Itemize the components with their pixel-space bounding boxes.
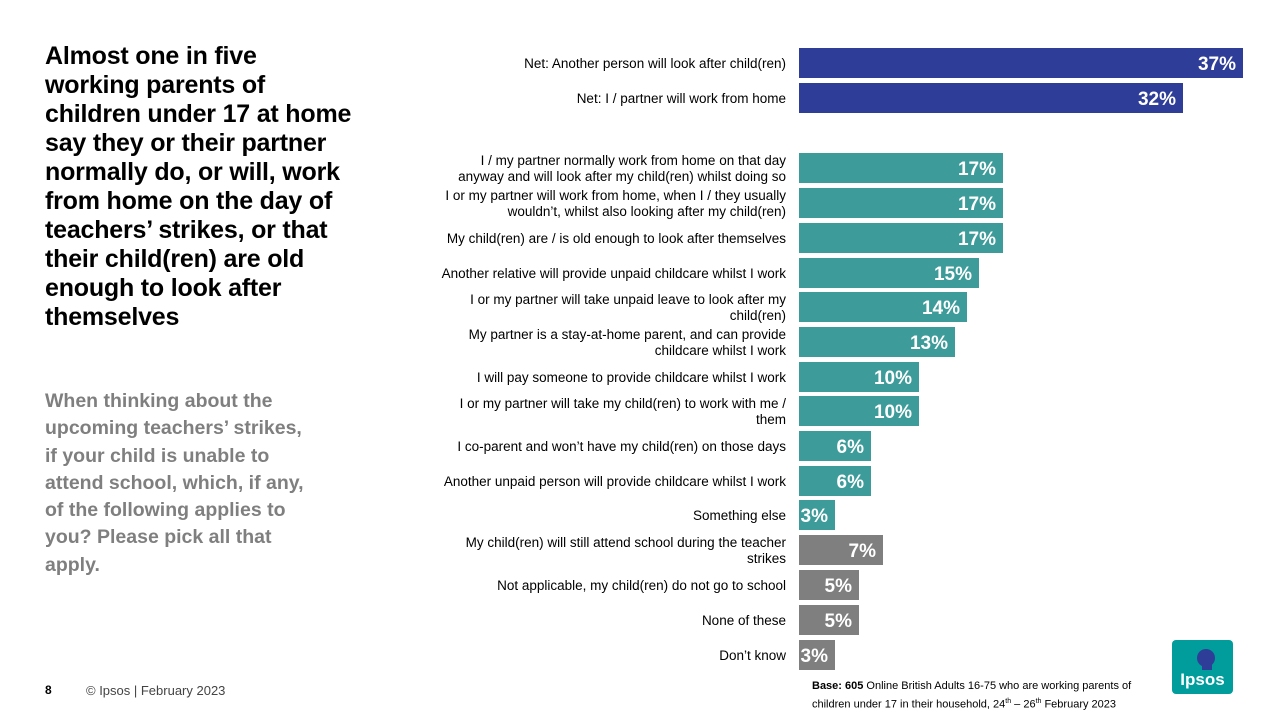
value-label-1: 32% [1138, 89, 1176, 110]
base-mid: – 26 [1011, 698, 1036, 711]
category-label-4: My child(ren) are / is old enough to loo… [447, 231, 786, 246]
category-label-line: them [756, 412, 786, 427]
bar-5 [799, 258, 979, 288]
base-text: Online British Adults 16-75 who are work… [812, 680, 1132, 711]
category-label-2: I / my partner normally work from home o… [458, 153, 786, 184]
copyright-notice: © Ipsos | February 2023 [86, 683, 226, 698]
value-label-14: 5% [825, 576, 853, 597]
value-label-5: 15% [934, 264, 972, 285]
category-label-line: strikes [747, 551, 786, 566]
category-label-line: Net: Another person will look after chil… [524, 56, 786, 71]
bar-8 [799, 362, 919, 392]
value-label-11: 6% [837, 472, 865, 493]
value-label-2: 17% [958, 159, 996, 180]
bar-16 [799, 640, 835, 670]
base-sup-2: th [1035, 698, 1042, 705]
bar-3 [799, 188, 1003, 218]
category-label-5: Another relative will provide unpaid chi… [442, 266, 787, 281]
category-label-line: My child(ren) will still attend school d… [466, 535, 787, 550]
value-label-13: 7% [849, 541, 877, 562]
category-label-14: Not applicable, my child(ren) do not go … [497, 578, 786, 593]
base-sup-1: th [1005, 698, 1012, 705]
category-label-13: My child(ren) will still attend school d… [466, 535, 787, 566]
category-label-line: Another unpaid person will provide child… [444, 474, 786, 489]
category-label-1: Net: I / partner will work from home [577, 91, 786, 106]
category-label-line: None of these [702, 613, 786, 628]
value-label-7: 13% [910, 333, 948, 354]
category-label-6: I or my partner will take unpaid leave t… [470, 292, 786, 323]
category-label-line: Net: I / partner will work from home [577, 91, 786, 106]
category-label-9: I or my partner will take my child(ren) … [460, 396, 787, 427]
bar-14 [799, 570, 859, 600]
category-label-12: Something else [693, 508, 786, 523]
category-label-line: childcare whilst I work [655, 343, 787, 358]
bar-13 [799, 535, 883, 565]
bar-4 [799, 223, 1003, 253]
bar-12 [799, 500, 835, 530]
value-label-6: 14% [922, 298, 960, 319]
value-label-3: 17% [958, 194, 996, 215]
value-label-15: 5% [825, 611, 853, 632]
category-label-10: I co-parent and won’t have my child(ren)… [457, 439, 786, 454]
bar-9 [799, 396, 919, 426]
category-label-0: Net: Another person will look after chil… [524, 56, 786, 71]
category-label-line: I or my partner will take unpaid leave t… [470, 292, 786, 307]
category-label-line: My partner is a stay-at-home parent, and… [469, 327, 786, 342]
value-label-12: 3% [801, 506, 829, 527]
category-label-15: None of these [702, 613, 786, 628]
category-label-line: anyway and will look after my child(ren)… [458, 169, 786, 184]
value-label-8: 10% [874, 368, 912, 389]
category-label-line: I co-parent and won’t have my child(ren)… [457, 439, 786, 454]
category-label-line: My child(ren) are / is old enough to loo… [447, 231, 786, 246]
category-label-line: wouldn’t, whilst also looking after my c… [507, 204, 786, 219]
bar-10 [799, 431, 871, 461]
category-label-line: I / my partner normally work from home o… [481, 153, 787, 168]
category-label-16: Don’t know [719, 648, 786, 663]
bar-0 [799, 48, 1243, 78]
ipsos-logo-text: Ipsos [1180, 670, 1225, 689]
base-end: February 2023 [1041, 698, 1117, 711]
bar-6 [799, 292, 967, 322]
category-label-line: Something else [693, 508, 786, 523]
category-label-line: child(ren) [730, 308, 786, 323]
value-label-0: 37% [1198, 54, 1236, 75]
category-label-3: I or my partner will work from home, whe… [445, 188, 786, 219]
value-label-10: 6% [837, 437, 865, 458]
bar-11 [799, 466, 871, 496]
bar-7 [799, 327, 955, 357]
category-label-line: Another relative will provide unpaid chi… [442, 266, 787, 281]
bar-15 [799, 605, 859, 635]
category-label-line: I or my partner will take my child(ren) … [460, 396, 787, 411]
category-label-8: I will pay someone to provide childcare … [477, 370, 786, 385]
headline: Almost one in five working parents of ch… [45, 42, 352, 331]
survey-question: When thinking about the upcoming teacher… [45, 390, 304, 576]
category-label-11: Another unpaid person will provide child… [444, 474, 786, 489]
value-label-16: 3% [801, 646, 829, 667]
base-note: Base: 605 Online British Adults 16-75 wh… [812, 679, 1172, 713]
value-label-9: 10% [874, 402, 912, 423]
ipsos-logo [1172, 640, 1233, 694]
category-label-line: I will pay someone to provide childcare … [477, 370, 786, 385]
category-label-line: Don’t know [719, 648, 786, 663]
bar-1 [799, 83, 1183, 113]
bar-chart: 37% Net: Another person will look after c… [442, 48, 1243, 670]
category-label-line: Not applicable, my child(ren) do not go … [497, 578, 786, 593]
category-label-line: I or my partner will work from home, whe… [445, 188, 786, 203]
value-label-4: 17% [958, 229, 996, 250]
bar-2 [799, 153, 1003, 183]
page-number: 8 [45, 683, 52, 697]
base-count: Base: 605 [812, 680, 864, 692]
category-label-7: My partner is a stay-at-home parent, and… [469, 327, 787, 358]
